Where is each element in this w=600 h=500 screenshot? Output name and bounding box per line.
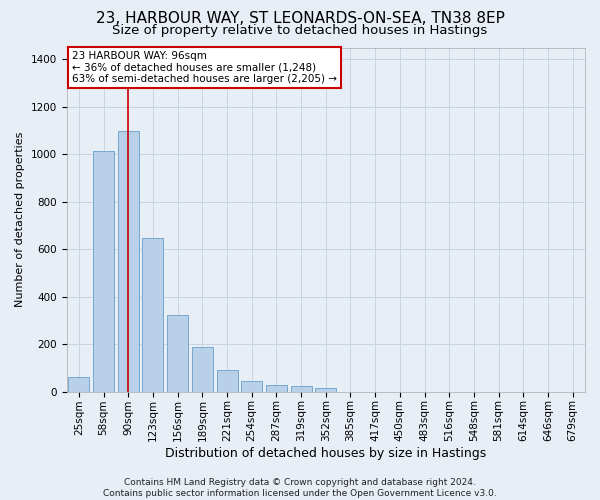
Bar: [68, 377, 89, 392]
Bar: [266, 385, 287, 392]
Bar: [142, 238, 163, 392]
Bar: [217, 370, 238, 392]
X-axis label: Distribution of detached houses by size in Hastings: Distribution of detached houses by size …: [165, 447, 487, 460]
Bar: [118, 130, 139, 392]
Bar: [192, 347, 213, 392]
Bar: [167, 314, 188, 392]
Text: 23 HARBOUR WAY: 96sqm
← 36% of detached houses are smaller (1,248)
63% of semi-d: 23 HARBOUR WAY: 96sqm ← 36% of detached …: [72, 51, 337, 84]
Text: Size of property relative to detached houses in Hastings: Size of property relative to detached ho…: [112, 24, 488, 37]
Y-axis label: Number of detached properties: Number of detached properties: [15, 132, 25, 308]
Bar: [315, 388, 336, 392]
Bar: [241, 380, 262, 392]
Text: Contains HM Land Registry data © Crown copyright and database right 2024.
Contai: Contains HM Land Registry data © Crown c…: [103, 478, 497, 498]
Text: 23, HARBOUR WAY, ST LEONARDS-ON-SEA, TN38 8EP: 23, HARBOUR WAY, ST LEONARDS-ON-SEA, TN3…: [95, 11, 505, 26]
Bar: [93, 151, 114, 392]
Bar: [290, 386, 311, 392]
